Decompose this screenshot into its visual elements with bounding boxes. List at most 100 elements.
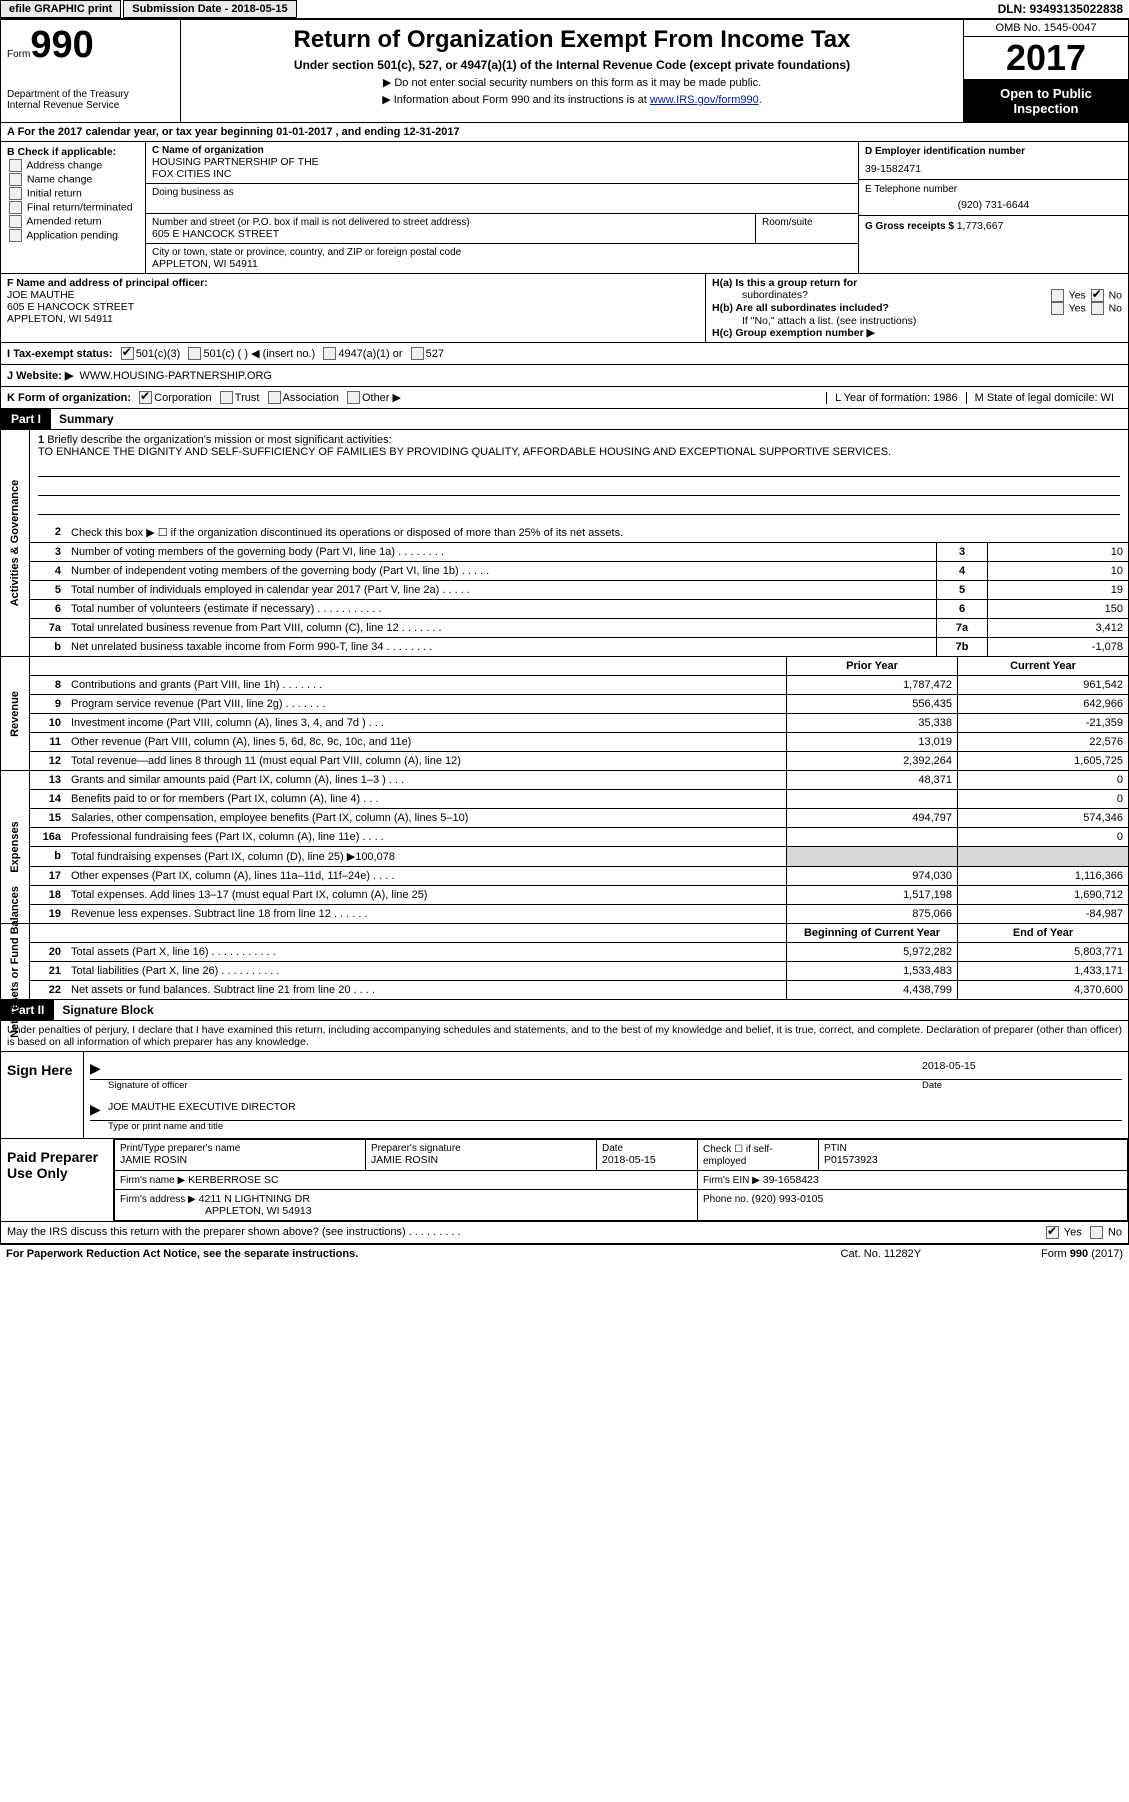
sign-here-block: Sign Here ▶ 2018-05-15 Signature of offi… (0, 1052, 1129, 1139)
line-7a-row: 7aTotal unrelated business revenue from … (30, 619, 1128, 638)
firm-addr-label: Firm's address ▶ (120, 1194, 196, 1205)
cb-corporation[interactable] (139, 391, 152, 404)
form-header: Form990 Department of the Treasury Inter… (0, 19, 1129, 123)
header-right: OMB No. 1545-0047 2017 Open to Public In… (963, 20, 1128, 122)
part-1-label: Part I (1, 409, 51, 429)
expenses-section: Expenses 13Grants and similar amounts pa… (0, 771, 1129, 924)
firm-addr1: 4211 N LIGHTNING DR (199, 1193, 310, 1205)
activities-governance-section: Activities & Governance 1 Briefly descri… (0, 430, 1129, 657)
cb-501c3[interactable] (121, 347, 134, 360)
self-employed-cell: Check ☐ if self-employed (698, 1140, 819, 1171)
line-3-row: 3Number of voting members of the governi… (30, 543, 1128, 562)
prep-print-label: Print/Type preparer's name (120, 1143, 360, 1154)
line-11-row: 11Other revenue (Part VIII, column (A), … (30, 733, 1128, 752)
line-4-row: 4Number of independent voting members of… (30, 562, 1128, 581)
cb-other[interactable] (347, 391, 360, 404)
col-d-ein-phone: D Employer identification number 39-1582… (858, 142, 1128, 273)
line-19-row: 19Revenue less expenses. Subtract line 1… (30, 905, 1128, 924)
cb-application-pending[interactable]: Application pending (7, 229, 139, 242)
side-label-revenue: Revenue (1, 657, 30, 770)
firm-name-label: Firm's name ▶ (120, 1175, 185, 1186)
dept-irs: Internal Revenue Service (7, 100, 174, 111)
cb-final-return[interactable]: Final return/terminated (7, 201, 139, 214)
cb-discuss-yes[interactable] (1046, 1226, 1059, 1239)
cb-name-change[interactable]: Name change (7, 173, 139, 186)
line-2-row: 2 Check this box ▶ ☐ if the organization… (30, 523, 1128, 543)
entity-block: B Check if applicable: Address change Na… (0, 142, 1129, 274)
revenue-header-row: Prior Year Current Year (30, 657, 1128, 676)
mission-label: Briefly describe the organization's miss… (47, 434, 391, 446)
line-1-num: 1 (38, 434, 44, 446)
prep-sig-label: Preparer's signature (371, 1143, 591, 1154)
side-label-net-assets: Net Assets or Fund Balances (1, 924, 30, 999)
sign-here-label: Sign Here (1, 1052, 84, 1138)
gross-receipts: 1,773,667 (957, 220, 1004, 232)
col-c-org-info: C Name of organization HOUSING PARTNERSH… (146, 142, 858, 273)
tax-year: 2017 (964, 37, 1128, 80)
line-5-row: 5Total number of individuals employed in… (30, 581, 1128, 600)
discuss-row: May the IRS discuss this return with the… (0, 1222, 1129, 1244)
part-2-header: Part II Signature Block (0, 1000, 1129, 1021)
cb-initial-return[interactable]: Initial return (7, 187, 139, 200)
line-8-row: 8Contributions and grants (Part VIII, li… (30, 676, 1128, 695)
street-label: Number and street (or P.O. box if mail i… (152, 217, 749, 228)
officer-city: APPLETON, WI 54911 (7, 313, 699, 325)
line-7b-row: bNet unrelated business taxable income f… (30, 638, 1128, 657)
firm-ein-label: Firm's EIN ▶ (703, 1175, 760, 1186)
cb-527[interactable] (411, 347, 424, 360)
hb-label: H(b) Are all subordinates included? (712, 302, 889, 315)
open-line2: Inspection (1013, 101, 1078, 116)
website-row: J Website: ▶ WWW.HOUSING-PARTNERSHIP.ORG (0, 365, 1129, 387)
officer-block: F Name and address of principal officer:… (1, 274, 705, 342)
open-line1: Open to Public (1000, 86, 1092, 101)
ein-value: 39-1582471 (865, 163, 1122, 175)
korg-label: K Form of organization: (7, 392, 131, 404)
preparer-table: Print/Type preparer's name JAMIE ROSIN P… (114, 1139, 1128, 1221)
cb-association[interactable] (268, 391, 281, 404)
note-ssn: ▶ Do not enter social security numbers o… (189, 76, 955, 89)
submission-date-button[interactable]: Submission Date - 2018-05-15 (123, 0, 296, 18)
org-name-1: HOUSING PARTNERSHIP OF THE (152, 156, 852, 168)
cb-discuss-no[interactable] (1090, 1226, 1103, 1239)
net-assets-section: Net Assets or Fund Balances Beginning of… (0, 924, 1129, 1000)
cb-amended-return[interactable]: Amended return (7, 215, 139, 228)
cb-trust[interactable] (220, 391, 233, 404)
form-label: Form (7, 49, 30, 60)
efile-button[interactable]: efile GRAPHIC print (0, 0, 121, 18)
line-15-row: 15Salaries, other compensation, employee… (30, 809, 1128, 828)
officer-print-name: JOE MAUTHE EXECUTIVE DIRECTOR (108, 1101, 296, 1118)
arrow-icon: ▶ (90, 1060, 108, 1077)
line-18-row: 18Total expenses. Add lines 13–17 (must … (30, 886, 1128, 905)
cb-4947[interactable] (323, 347, 336, 360)
cb-address-change[interactable]: Address change (7, 159, 139, 172)
form-subtitle: Under section 501(c), 527, or 4947(a)(1)… (189, 58, 955, 72)
col-b-checkboxes: B Check if applicable: Address change Na… (1, 142, 146, 273)
footer-left: For Paperwork Reduction Act Notice, see … (6, 1248, 358, 1260)
line-13-row: 13Grants and similar amounts paid (Part … (30, 771, 1128, 790)
ha-sub: subordinates? (742, 289, 808, 302)
ptin-value: P01573923 (824, 1154, 1122, 1166)
penalties-statement: Under penalties of perjury, I declare th… (0, 1021, 1129, 1052)
city-label: City or town, state or province, country… (152, 247, 852, 258)
print-name-label: Type or print name and title (90, 1121, 1122, 1132)
sig-officer-label: Signature of officer (108, 1080, 188, 1091)
officer-label: F Name and address of principal officer: (7, 277, 699, 289)
mission-text: TO ENHANCE THE DIGNITY AND SELF-SUFFICIE… (38, 446, 891, 458)
open-to-public: Open to Public Inspection (964, 80, 1128, 122)
year-formation: L Year of formation: 1986 (826, 392, 966, 404)
phone-value: (920) 731-6644 (865, 199, 1122, 211)
ha-row: H(a) Is this a group return for (712, 277, 1122, 289)
form-number: Form990 (7, 24, 174, 67)
cb-501c[interactable] (188, 347, 201, 360)
revenue-table: Prior Year Current Year 8Contributions a… (30, 657, 1128, 770)
street-address: 605 E HANCOCK STREET (152, 228, 749, 240)
dln-label: DLN: 93493135022838 (992, 0, 1129, 18)
irs-link[interactable]: www.IRS.gov/form990 (650, 94, 759, 106)
col-b-label: B Check if applicable: (7, 146, 139, 158)
header-center: Return of Organization Exempt From Incom… (181, 20, 963, 122)
expenses-table: 13Grants and similar amounts paid (Part … (30, 771, 1128, 923)
line-17-row: 17Other expenses (Part IX, column (A), l… (30, 867, 1128, 886)
dept-treasury: Department of the Treasury (7, 89, 174, 100)
firm-phone: (920) 993-0105 (752, 1193, 824, 1205)
top-bar: efile GRAPHIC print Submission Date - 20… (0, 0, 1129, 19)
